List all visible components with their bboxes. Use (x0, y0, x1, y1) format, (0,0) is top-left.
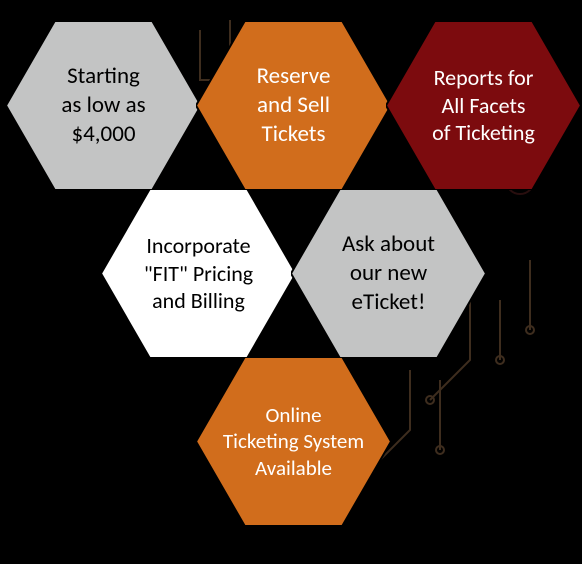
hex-online: OnlineTicketing SystemAvailable (196, 357, 391, 526)
hex-reports: Reports forAll Facetsof Ticketing (386, 21, 581, 190)
hex-infographic: Startingas low as$4,000 Reserveand SellTi… (0, 0, 582, 564)
hex-fit: Incorporate"FIT" Pricingand Billing (101, 189, 296, 358)
hex-label-fit: Incorporate"FIT" Pricingand Billing (126, 232, 271, 315)
hex-label-online: OnlineTicketing SystemAvailable (205, 402, 382, 481)
hex-label-pricing: Startingas low as$4,000 (43, 62, 163, 148)
hex-label-eticket: Ask aboutour neweTicket! (324, 230, 453, 316)
hex-label-reports: Reports forAll Facetsof Ticketing (414, 64, 553, 147)
hex-eticket: Ask aboutour neweTicket! (291, 189, 486, 358)
hex-reserve: Reserveand SellTickets (196, 21, 391, 190)
hex-pricing: Startingas low as$4,000 (6, 21, 201, 190)
hex-label-reserve: Reserveand SellTickets (239, 62, 349, 148)
